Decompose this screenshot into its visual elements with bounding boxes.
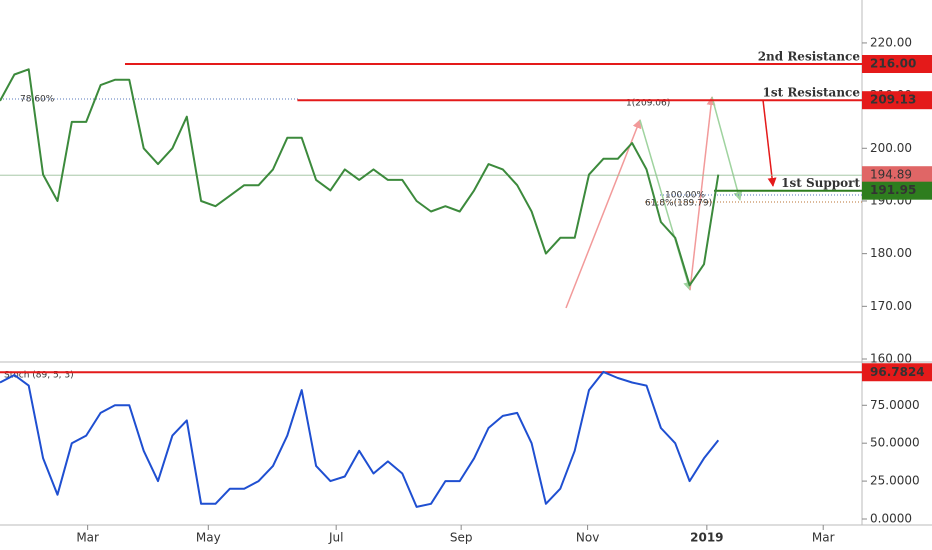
x-tick-label: Jul bbox=[328, 531, 343, 545]
price-tag bbox=[862, 166, 932, 185]
y-tick-label: 170.00 bbox=[870, 299, 912, 313]
fib-label: 78.60% bbox=[20, 95, 55, 105]
x-tick-label: 2019 bbox=[690, 531, 723, 545]
level-tag bbox=[862, 181, 932, 200]
series-line bbox=[0, 370, 720, 508]
y-tick-label: 220.00 bbox=[870, 35, 912, 49]
x-tick-label: Nov bbox=[576, 531, 599, 545]
level-name: 1st Support bbox=[781, 176, 860, 190]
level-tag-label: 191.95 bbox=[870, 183, 916, 197]
level-tag bbox=[862, 363, 932, 382]
y-tick-label: 200.00 bbox=[870, 141, 912, 155]
x-tick-label: Mar bbox=[812, 531, 835, 545]
y-tick-label: 75.0000 bbox=[870, 398, 920, 412]
level-tag-label: 209.13 bbox=[870, 93, 916, 107]
fib-label: 100.00% bbox=[665, 191, 705, 201]
price-tag-label: 194.89 bbox=[870, 168, 912, 182]
level-tag-label: 216.00 bbox=[870, 57, 916, 71]
fib-label: 1(209.06) bbox=[626, 99, 670, 109]
y-tick-label: 160.00 bbox=[870, 352, 912, 366]
level-tag bbox=[862, 91, 932, 110]
pattern-arrow bbox=[565, 119, 642, 309]
pattern-arrow bbox=[689, 96, 716, 291]
x-tick-label: Sep bbox=[450, 531, 473, 545]
x-tick-label: Mar bbox=[76, 531, 99, 545]
indicator-label: Stoch (89, 5, 3) bbox=[4, 371, 74, 381]
x-tick-label: May bbox=[196, 531, 221, 545]
level-tag-label: 96.7824 bbox=[870, 365, 925, 379]
y-tick-label: 25.0000 bbox=[870, 474, 920, 488]
series-line bbox=[0, 68, 720, 287]
pattern-arrow bbox=[711, 96, 743, 201]
y-tick-label: 0.0000 bbox=[870, 512, 912, 526]
level-tag bbox=[862, 55, 932, 74]
projection-arrow bbox=[762, 99, 777, 187]
level-name: 1st Resistance bbox=[763, 86, 861, 100]
y-tick-label: 50.0000 bbox=[870, 436, 920, 450]
fib-label: 61.8%(189.79) bbox=[645, 199, 712, 209]
y-tick-label: 180.00 bbox=[870, 246, 912, 260]
level-name: 2nd Resistance bbox=[758, 50, 861, 64]
